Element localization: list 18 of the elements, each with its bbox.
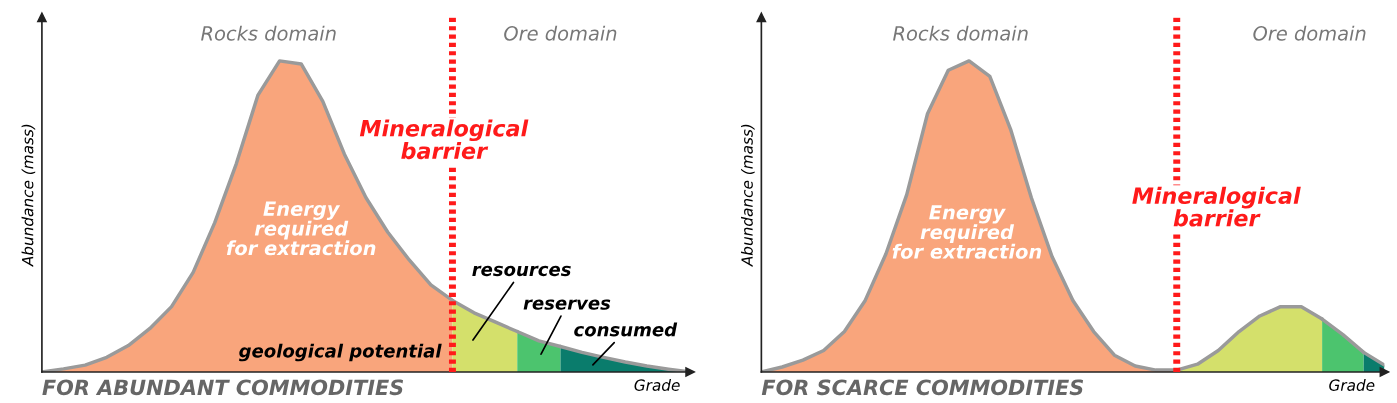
annotation: Mineralogical barrier	[1132, 186, 1301, 227]
annotation: resources	[472, 265, 571, 277]
annotation: geological potential	[239, 343, 442, 362]
text: Ore domain	[504, 25, 617, 41]
text: FOR ABUNDANT COMMODITIES	[42, 379, 404, 396]
x-axis-title: Grade	[634, 379, 680, 391]
annotation: reserves	[523, 299, 611, 310]
annotation: Energy required for extraction	[226, 201, 376, 256]
text: Rocks domain	[893, 25, 1028, 41]
text: FOR SCARCE COMMODITIES	[761, 379, 1084, 396]
text: Rocks domain	[201, 25, 336, 41]
text: Ore domain	[1253, 25, 1366, 41]
y-axis-title: Abundance (mass)	[741, 124, 755, 267]
y-axis-title: Abundance (mass)	[21, 124, 36, 267]
annotation: Mineralogical barrier	[359, 119, 529, 160]
x-axis-title: Grade	[1329, 379, 1375, 391]
annotation: consumed	[574, 322, 678, 337]
annotation: Energy required for extraction	[892, 205, 1042, 259]
